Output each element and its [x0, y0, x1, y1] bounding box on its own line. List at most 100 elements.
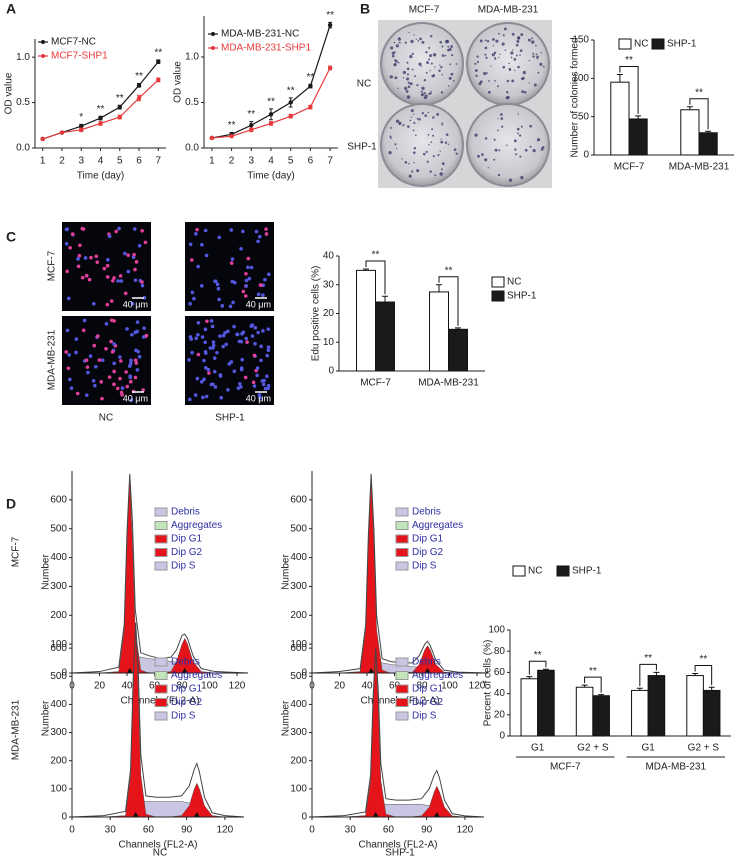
cell	[119, 359, 123, 363]
cell	[194, 232, 198, 236]
colony	[506, 79, 510, 83]
cell	[243, 294, 248, 298]
legend-swatch	[154, 698, 168, 707]
cell	[244, 271, 248, 276]
cell	[209, 319, 214, 323]
colony	[426, 61, 429, 64]
cell	[232, 324, 236, 329]
bar	[702, 689, 721, 737]
colony	[502, 34, 505, 37]
point	[327, 22, 333, 28]
peak-marker	[126, 668, 133, 673]
legend-label: Dip G2	[412, 697, 444, 708]
y-tick-label: 100	[50, 639, 67, 650]
point	[98, 121, 103, 126]
y-tick-label: 20	[494, 709, 506, 720]
y-tick-label: 600	[50, 643, 67, 654]
legend-label: Dip G2	[171, 697, 203, 708]
colony	[484, 137, 488, 140]
histogram-line	[311, 473, 489, 674]
significance: **	[644, 653, 652, 664]
cell	[119, 279, 124, 283]
colony	[444, 54, 447, 57]
cell	[223, 330, 227, 335]
y-tick-label: 100	[572, 73, 589, 84]
cell	[201, 395, 205, 400]
significance-bracket	[365, 260, 386, 295]
point	[249, 127, 254, 132]
colony	[517, 132, 519, 135]
y-axis-label: Edu positive cells (%)	[311, 266, 322, 362]
cell	[192, 296, 196, 301]
colony	[484, 53, 487, 56]
colony	[529, 145, 532, 148]
colony	[440, 138, 442, 140]
colony	[513, 69, 516, 72]
legend-label: MDA-MB-231-SHP1	[221, 43, 311, 54]
cell	[265, 353, 270, 358]
colony	[451, 54, 454, 57]
x-axis-label: Channels (FL2-A)	[359, 840, 438, 851]
y-tick-label: 20	[323, 308, 335, 319]
cell	[135, 329, 139, 334]
point	[98, 115, 103, 121]
y-tick-label: 40	[494, 688, 506, 699]
legend-label: Dip G1	[412, 534, 444, 545]
column-label: MDA-MB-231	[478, 5, 539, 16]
colony	[455, 63, 458, 65]
bar	[429, 291, 449, 372]
colony	[520, 125, 523, 128]
cell	[213, 279, 217, 284]
cell	[110, 350, 115, 354]
x-tick-label: 20	[94, 681, 106, 692]
colony	[414, 75, 416, 78]
cell	[75, 391, 80, 396]
colony	[441, 74, 444, 76]
colony	[495, 39, 499, 43]
cell	[230, 257, 235, 261]
significance: **	[247, 109, 255, 120]
legend-swatch	[395, 561, 409, 571]
significance-bracket	[584, 676, 602, 693]
error-bar	[616, 74, 623, 83]
cell	[69, 386, 74, 390]
point	[327, 65, 333, 71]
peak-marker	[132, 812, 139, 817]
point	[209, 135, 215, 141]
cell	[253, 341, 257, 346]
cell	[128, 375, 133, 380]
error-bar	[635, 115, 642, 119]
significance: **	[154, 48, 162, 59]
colony	[516, 40, 520, 43]
cell	[129, 358, 133, 363]
cell	[85, 365, 90, 369]
legend-label: Dip G1	[171, 534, 203, 545]
cell	[220, 304, 225, 308]
cell	[140, 280, 144, 284]
cell	[250, 334, 255, 338]
cell	[74, 350, 78, 355]
point	[59, 130, 65, 135]
cell	[125, 327, 129, 331]
y-axis-label: Number of colonies formed	[570, 37, 581, 157]
point	[117, 114, 122, 120]
cell	[141, 335, 146, 339]
legend-label: Debris	[171, 657, 200, 668]
cell	[188, 301, 192, 306]
cell	[142, 326, 146, 330]
colony	[424, 114, 428, 117]
y-tick-label: 60	[494, 667, 506, 678]
cell	[231, 300, 235, 305]
colony	[420, 65, 422, 67]
cell	[264, 232, 269, 236]
significance: **	[267, 96, 275, 107]
cell	[196, 264, 200, 269]
colony	[518, 134, 522, 137]
y-axis-label: Number	[41, 554, 52, 590]
cell	[212, 369, 217, 374]
significance-bracket	[528, 660, 547, 675]
colony	[502, 65, 506, 69]
cell	[243, 375, 248, 380]
y-axis-label: OD value	[173, 61, 184, 103]
legend-label: MCF7-NC	[51, 37, 96, 48]
